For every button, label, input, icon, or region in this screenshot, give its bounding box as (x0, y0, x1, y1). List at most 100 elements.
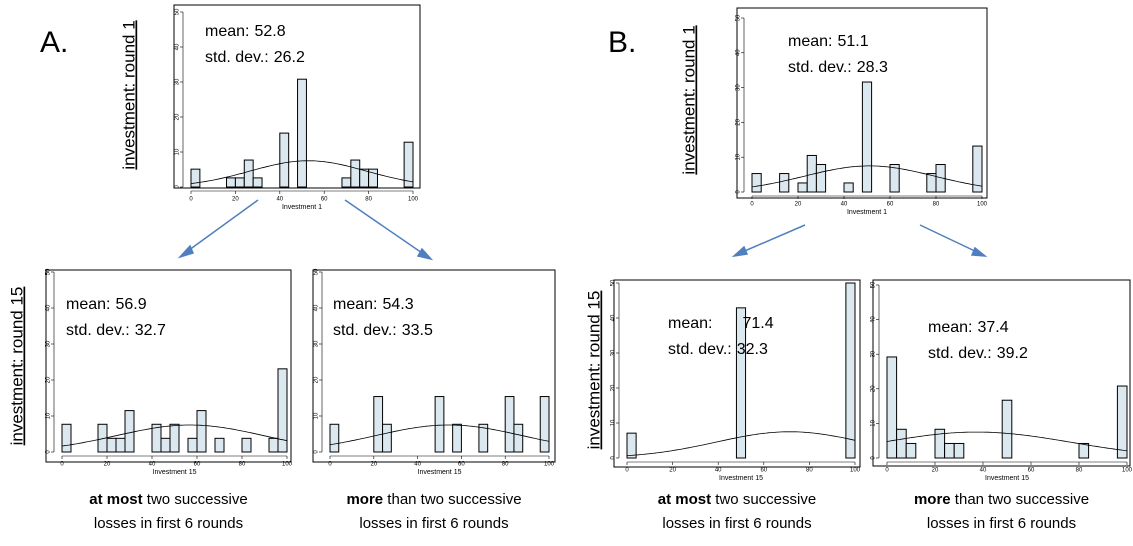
plot-frame (173, 4, 421, 189)
bar (815, 164, 827, 193)
x-tick-label: 0 (328, 462, 332, 468)
sd-value: 26.2 (274, 49, 305, 66)
x-tick-label: 20 (932, 468, 939, 474)
bar (368, 168, 378, 188)
bar (1078, 442, 1090, 459)
bar (196, 410, 207, 453)
x-tick-label: 80 (806, 468, 813, 474)
sd-annotation: std. dev.: 32.7 (66, 322, 166, 339)
bar (214, 437, 225, 453)
x-tick-label: 60 (321, 197, 328, 203)
y-tick-label: 10 (736, 153, 742, 160)
y-tick-label: 30 (871, 350, 877, 357)
plot-frame (45, 269, 292, 463)
sd-annotation: std. dev.: 28.3 (788, 59, 888, 76)
bar (972, 145, 983, 193)
x-tick-label: 60 (194, 462, 201, 468)
y-tick-label: 20 (611, 384, 617, 391)
y-tick-label: 40 (736, 49, 742, 56)
bar (539, 396, 550, 453)
y-tick-label: 10 (314, 412, 320, 419)
y-tick-label: 50 (314, 268, 320, 275)
x-tick-label: 40 (149, 462, 156, 468)
bar (329, 423, 340, 453)
sd-value: 32.3 (737, 341, 768, 358)
y-tick-label: 50 (46, 268, 52, 275)
bar (252, 177, 263, 188)
normal-curve (190, 160, 414, 184)
caption: more than two successive (346, 491, 521, 508)
x-tick-label: 80 (502, 462, 509, 468)
x-tick-label: 80 (239, 462, 246, 468)
caption-bold: more (346, 491, 383, 508)
bar (241, 437, 252, 453)
bar (861, 81, 873, 193)
sd-value: 39.2 (997, 345, 1028, 362)
normal-curve (626, 431, 856, 457)
bar (61, 423, 72, 453)
x-tick-label: 20 (795, 202, 802, 208)
y-tick-label: 10 (611, 419, 617, 426)
x-tick-label: 100 (850, 468, 861, 474)
plot-frame (312, 269, 556, 463)
x-tick-label: 20 (370, 462, 377, 468)
panel-label: B. (608, 26, 636, 59)
sd-label: std. dev.: (66, 322, 130, 339)
caption: losses in first 6 rounds (94, 515, 243, 532)
sd-label: std. dev.: (928, 345, 992, 362)
bar (403, 141, 414, 188)
bar (779, 173, 790, 193)
caption: losses in first 6 rounds (927, 515, 1076, 532)
bar (350, 159, 361, 188)
bar (886, 356, 898, 459)
x-tick-label: 0 (750, 202, 754, 208)
y-tick-label: 10 (871, 419, 877, 426)
bar (452, 423, 462, 453)
bar (160, 437, 171, 453)
bar (382, 423, 392, 453)
y-tick-label: 0 (736, 190, 742, 194)
sd-value: 28.3 (857, 59, 888, 76)
mean-annotation: mean: 52.8 (205, 23, 286, 40)
normal-curve (61, 424, 288, 447)
x-axis-label: Investment 15 (985, 475, 1029, 482)
mean-label: mean: (928, 319, 972, 336)
bar (359, 168, 370, 188)
bar (373, 396, 384, 453)
caption-bold: more (914, 491, 951, 508)
mean-label: mean: (333, 296, 377, 313)
mean-value: 56.9 (115, 296, 146, 313)
x-tick-label: 100 (1122, 468, 1133, 474)
plot-frame (613, 279, 861, 468)
x-tick-label: 0 (60, 462, 64, 468)
x-axis-label: Investment 15 (418, 469, 462, 476)
x-tick-label: 20 (104, 462, 111, 468)
sd-label: std. dev.: (668, 341, 732, 358)
x-tick-label: 40 (414, 462, 421, 468)
bar (279, 132, 290, 188)
bar (751, 173, 762, 193)
y-tick-label: 0 (871, 456, 877, 460)
mean-value: 71.4 (742, 315, 773, 332)
y-tick-label: 30 (175, 78, 181, 85)
y-tick-label: 10 (175, 148, 181, 155)
x-tick-label: 80 (933, 202, 940, 208)
mean-value: 52.8 (254, 23, 285, 40)
sd-label: std. dev.: (205, 49, 269, 66)
bar (896, 428, 907, 459)
bar (234, 177, 245, 188)
bar (268, 437, 279, 453)
bar (478, 423, 489, 453)
y-tick-label: 0 (611, 456, 617, 460)
bar (944, 442, 955, 459)
mean-label: mean: (668, 315, 712, 332)
caption-text: two successive (711, 491, 816, 508)
bar (843, 182, 854, 193)
bar (115, 437, 126, 453)
y-tick-label: 0 (175, 185, 181, 189)
bar (106, 437, 117, 453)
x-tick-label: 100 (282, 462, 293, 468)
bar (277, 368, 288, 453)
sd-annotation: std. dev.: 33.5 (333, 322, 433, 339)
x-axis-label: Investment 15 (153, 469, 197, 476)
